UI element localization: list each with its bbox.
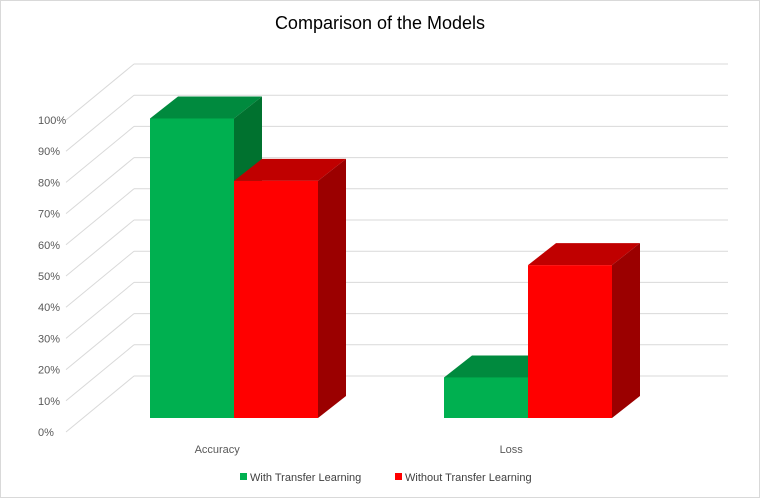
bar-front <box>444 377 528 418</box>
y-tick-label: 70% <box>38 209 60 221</box>
y-tick-label: 60% <box>38 240 60 252</box>
y-tick-label: 30% <box>38 333 60 345</box>
gridline-depth <box>65 282 135 339</box>
y-axis-ticks: 0% 10% 20% 30% 40% 50% 60% 70% 80% 90% 100% <box>38 115 66 439</box>
bar-front <box>150 118 234 418</box>
y-tick-label: 40% <box>38 302 60 314</box>
y-tick-label: 10% <box>38 396 60 408</box>
bar-top <box>528 243 640 266</box>
bar-top <box>150 96 262 119</box>
gridline-depth <box>65 344 135 402</box>
gridline-depth <box>65 63 135 121</box>
chart-title: Comparison of the Models <box>275 13 485 33</box>
x-category-label: Accuracy <box>195 444 241 456</box>
gridline-depth <box>65 313 135 370</box>
legend-label: With Transfer Learning <box>250 472 361 484</box>
legend-swatch <box>240 473 247 480</box>
y-tick-label: 0% <box>38 427 54 439</box>
gridline-depth <box>65 126 135 183</box>
legend-item: With Transfer Learning <box>240 472 361 484</box>
bar-front <box>528 265 612 418</box>
y-tick-label: 50% <box>38 271 60 283</box>
legend-swatch <box>395 473 402 480</box>
bar-without-transfer-learning-accuracy <box>234 158 346 418</box>
gridline-depth <box>65 188 135 246</box>
y-tick-label: 90% <box>38 146 60 158</box>
bar-without-transfer-learning-loss <box>528 243 640 418</box>
bar-side <box>612 243 640 418</box>
bar-side <box>318 158 346 418</box>
bar-top <box>234 158 346 181</box>
gridline-depth <box>65 94 135 152</box>
legend-label: Without Transfer Learning <box>405 472 532 484</box>
y-tick-label: 80% <box>38 177 60 189</box>
legend: With Transfer Learning Without Transfer L… <box>240 472 532 484</box>
bar-front <box>234 180 318 418</box>
x-category-label: Loss <box>500 444 524 456</box>
gridline-depth <box>65 250 135 308</box>
legend-item: Without Transfer Learning <box>395 472 532 484</box>
y-tick-label: 20% <box>38 365 60 377</box>
bars <box>150 96 640 418</box>
y-tick-label: 100% <box>38 115 66 127</box>
gridline-depth <box>65 219 135 277</box>
x-axis-categories: Accuracy Loss <box>195 444 524 456</box>
gridline-depth <box>65 375 135 433</box>
gridline-depth <box>65 157 135 214</box>
